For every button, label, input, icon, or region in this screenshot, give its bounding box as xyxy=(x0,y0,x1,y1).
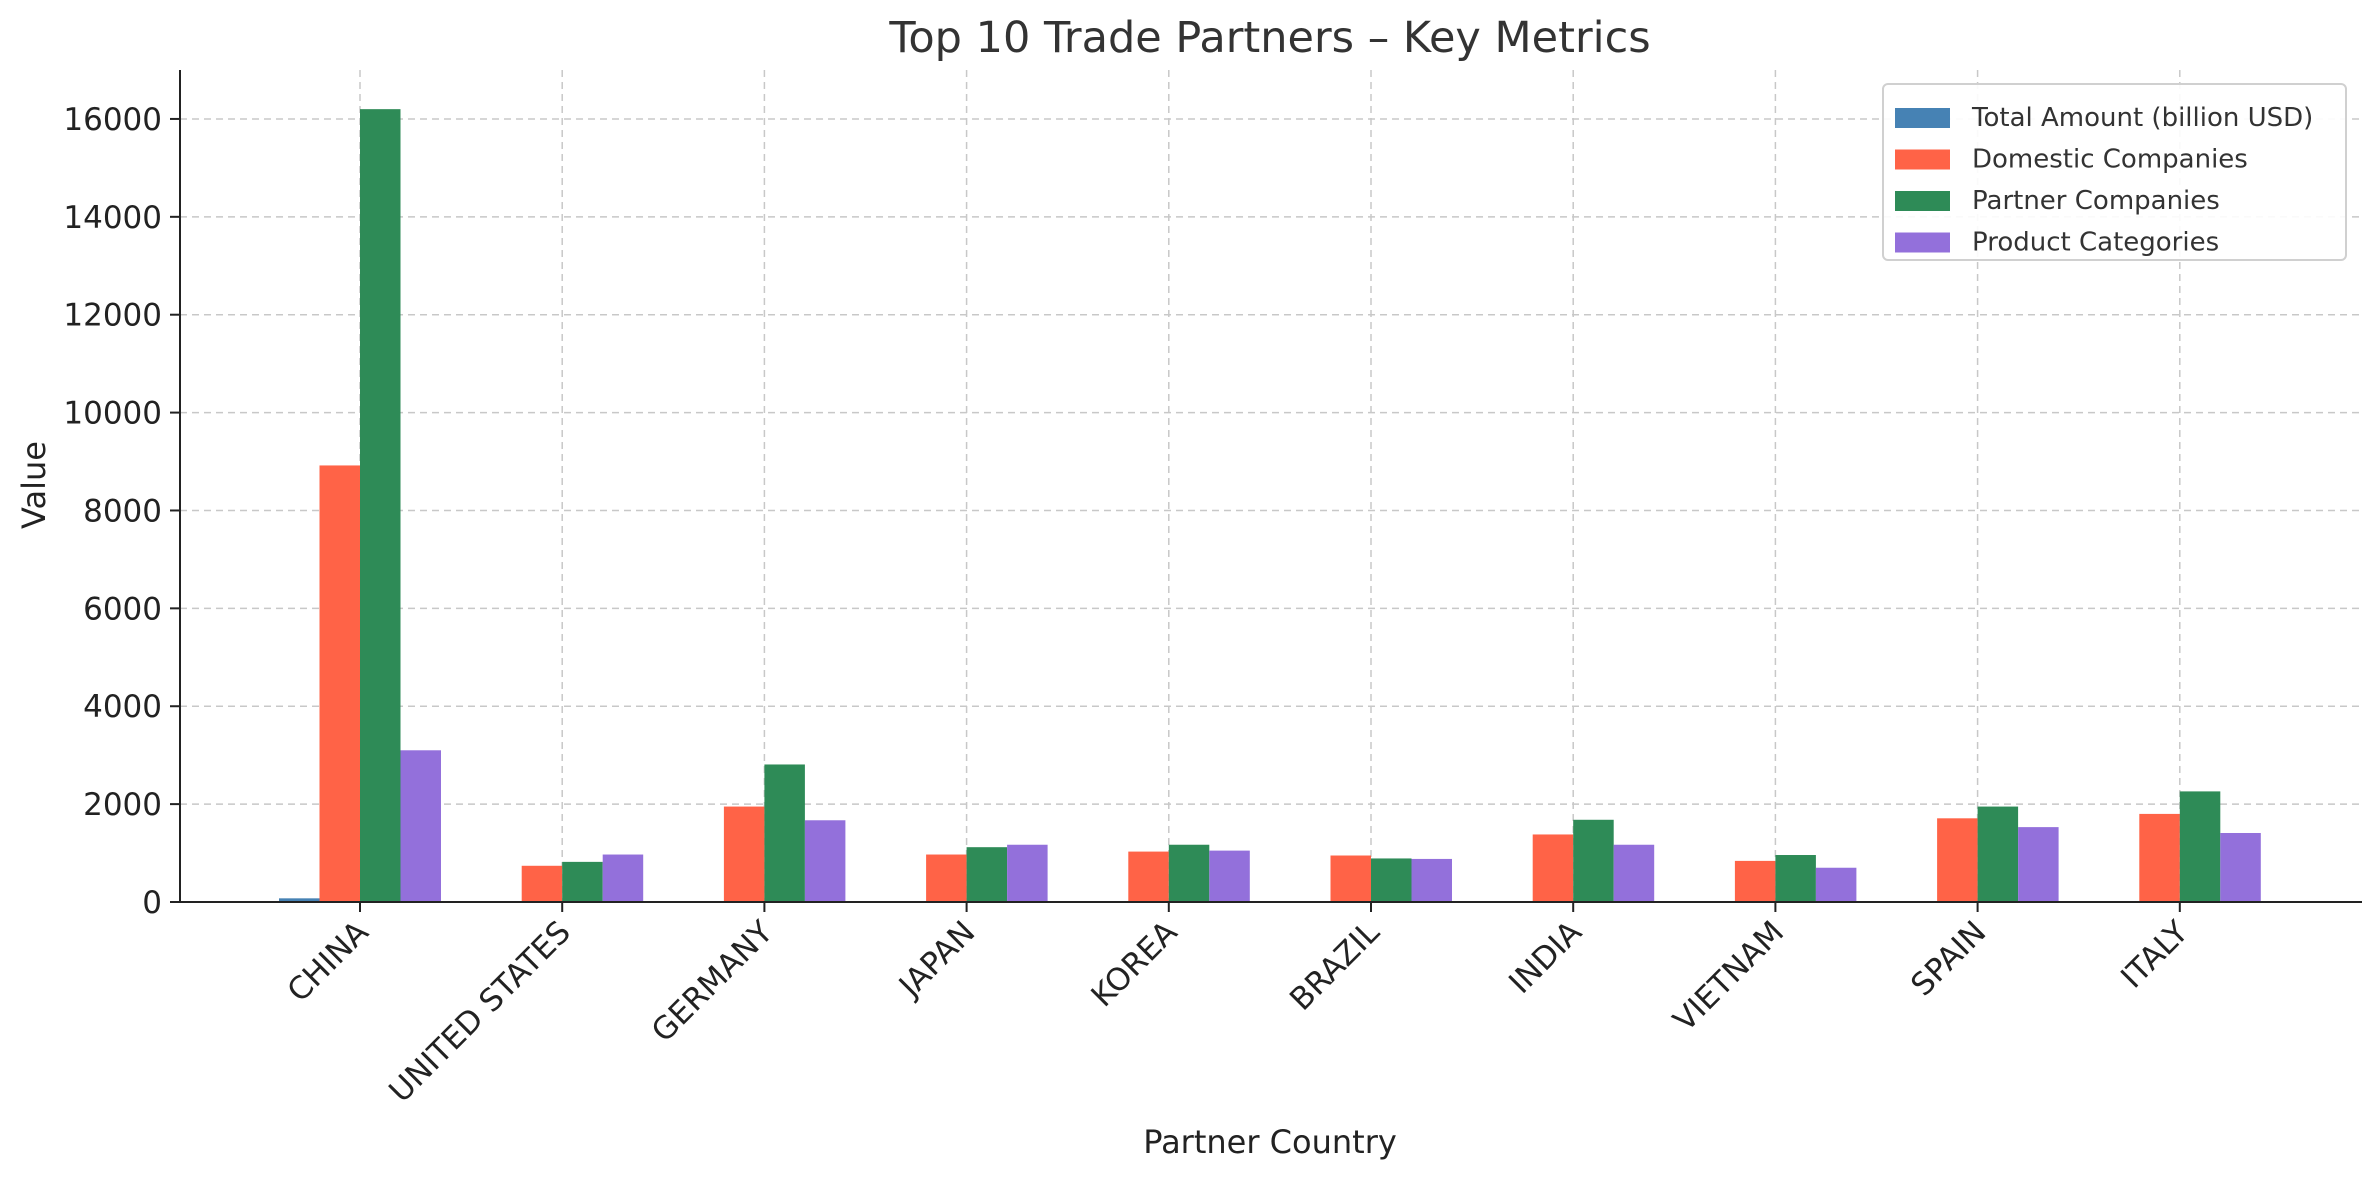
legend-swatch xyxy=(1895,191,1950,211)
bar xyxy=(1775,855,1816,902)
bar xyxy=(966,847,1008,902)
bar xyxy=(2018,827,2059,902)
bar xyxy=(1371,858,1412,902)
y-tick-label: 14000 xyxy=(63,200,162,236)
bar xyxy=(1532,834,1574,902)
bar xyxy=(1573,819,1614,902)
legend-swatch xyxy=(1895,108,1950,128)
legend: Total Amount (billion USD) Domestic Compa… xyxy=(1882,83,2347,261)
x-tick-label: VIETNAM xyxy=(1667,914,1791,1038)
bar xyxy=(1007,844,1048,902)
bar xyxy=(804,820,846,902)
y-axis-ticks: 0 2000 4000 6000 8000 10000 12000 14000 16000 xyxy=(63,102,180,921)
y-tick-label: 8000 xyxy=(83,493,162,529)
y-tick-label: 2000 xyxy=(83,787,162,823)
bar xyxy=(1977,806,2019,902)
bar xyxy=(1209,850,1250,902)
bars xyxy=(279,109,2261,902)
x-tick-label: ITALY xyxy=(2114,914,2195,995)
x-tick-label: CHINA xyxy=(281,914,376,1009)
x-axis-ticks: CHINA UNITED STATES GERMANY JAPAN KOREA BRAZI… xyxy=(281,902,2196,1110)
bar xyxy=(2220,832,2261,902)
x-tick-label: INDIA xyxy=(1502,914,1589,1001)
legend-label: Total Amount (billion USD) xyxy=(1971,103,2313,133)
bar xyxy=(279,898,320,902)
x-tick-label: UNITED STATES xyxy=(382,914,578,1110)
bar xyxy=(319,465,360,902)
legend-label: Product Categories xyxy=(1972,228,2219,258)
x-axis-label: Partner Country xyxy=(1143,1123,1397,1161)
bar xyxy=(764,764,805,902)
bar xyxy=(562,861,603,902)
bar xyxy=(1937,818,1978,902)
y-tick-label: 0 xyxy=(142,885,162,921)
y-tick-label: 6000 xyxy=(83,591,162,627)
legend-label: Partner Companies xyxy=(1972,186,2220,216)
y-tick-label: 10000 xyxy=(63,396,162,432)
y-tick-label: 12000 xyxy=(63,298,162,334)
bar xyxy=(1613,844,1655,902)
chart-title: Top 10 Trade Partners – Key Metrics xyxy=(888,13,1650,63)
legend-frame xyxy=(1882,83,2347,261)
bar xyxy=(926,854,967,902)
bar xyxy=(1330,855,1371,902)
bar xyxy=(723,806,765,902)
legend-swatch xyxy=(1895,232,1950,253)
x-tick-label: KOREA xyxy=(1084,914,1184,1014)
bar xyxy=(360,109,401,902)
legend-label: Domestic Companies xyxy=(1972,145,2248,175)
y-tick-label: 16000 xyxy=(63,102,162,138)
bar xyxy=(1411,858,1452,902)
bar xyxy=(2179,791,2221,902)
y-tick-label: 4000 xyxy=(83,689,162,725)
x-tick-label: GERMANY xyxy=(645,914,780,1049)
bar xyxy=(1734,860,1776,902)
x-tick-label: JAPAN xyxy=(891,914,982,1005)
bar xyxy=(1128,851,1169,902)
bar xyxy=(1815,867,1857,902)
x-tick-label: SPAIN xyxy=(1904,914,1993,1003)
x-tick-label: BRAZIL xyxy=(1283,914,1387,1018)
bar xyxy=(521,865,563,902)
axes xyxy=(179,70,2362,903)
bar xyxy=(1168,844,1210,902)
bar xyxy=(2139,813,2180,902)
bar xyxy=(400,750,441,902)
legend-swatch xyxy=(1895,149,1950,170)
bar xyxy=(602,854,644,902)
y-axis-label: Value xyxy=(15,441,53,529)
